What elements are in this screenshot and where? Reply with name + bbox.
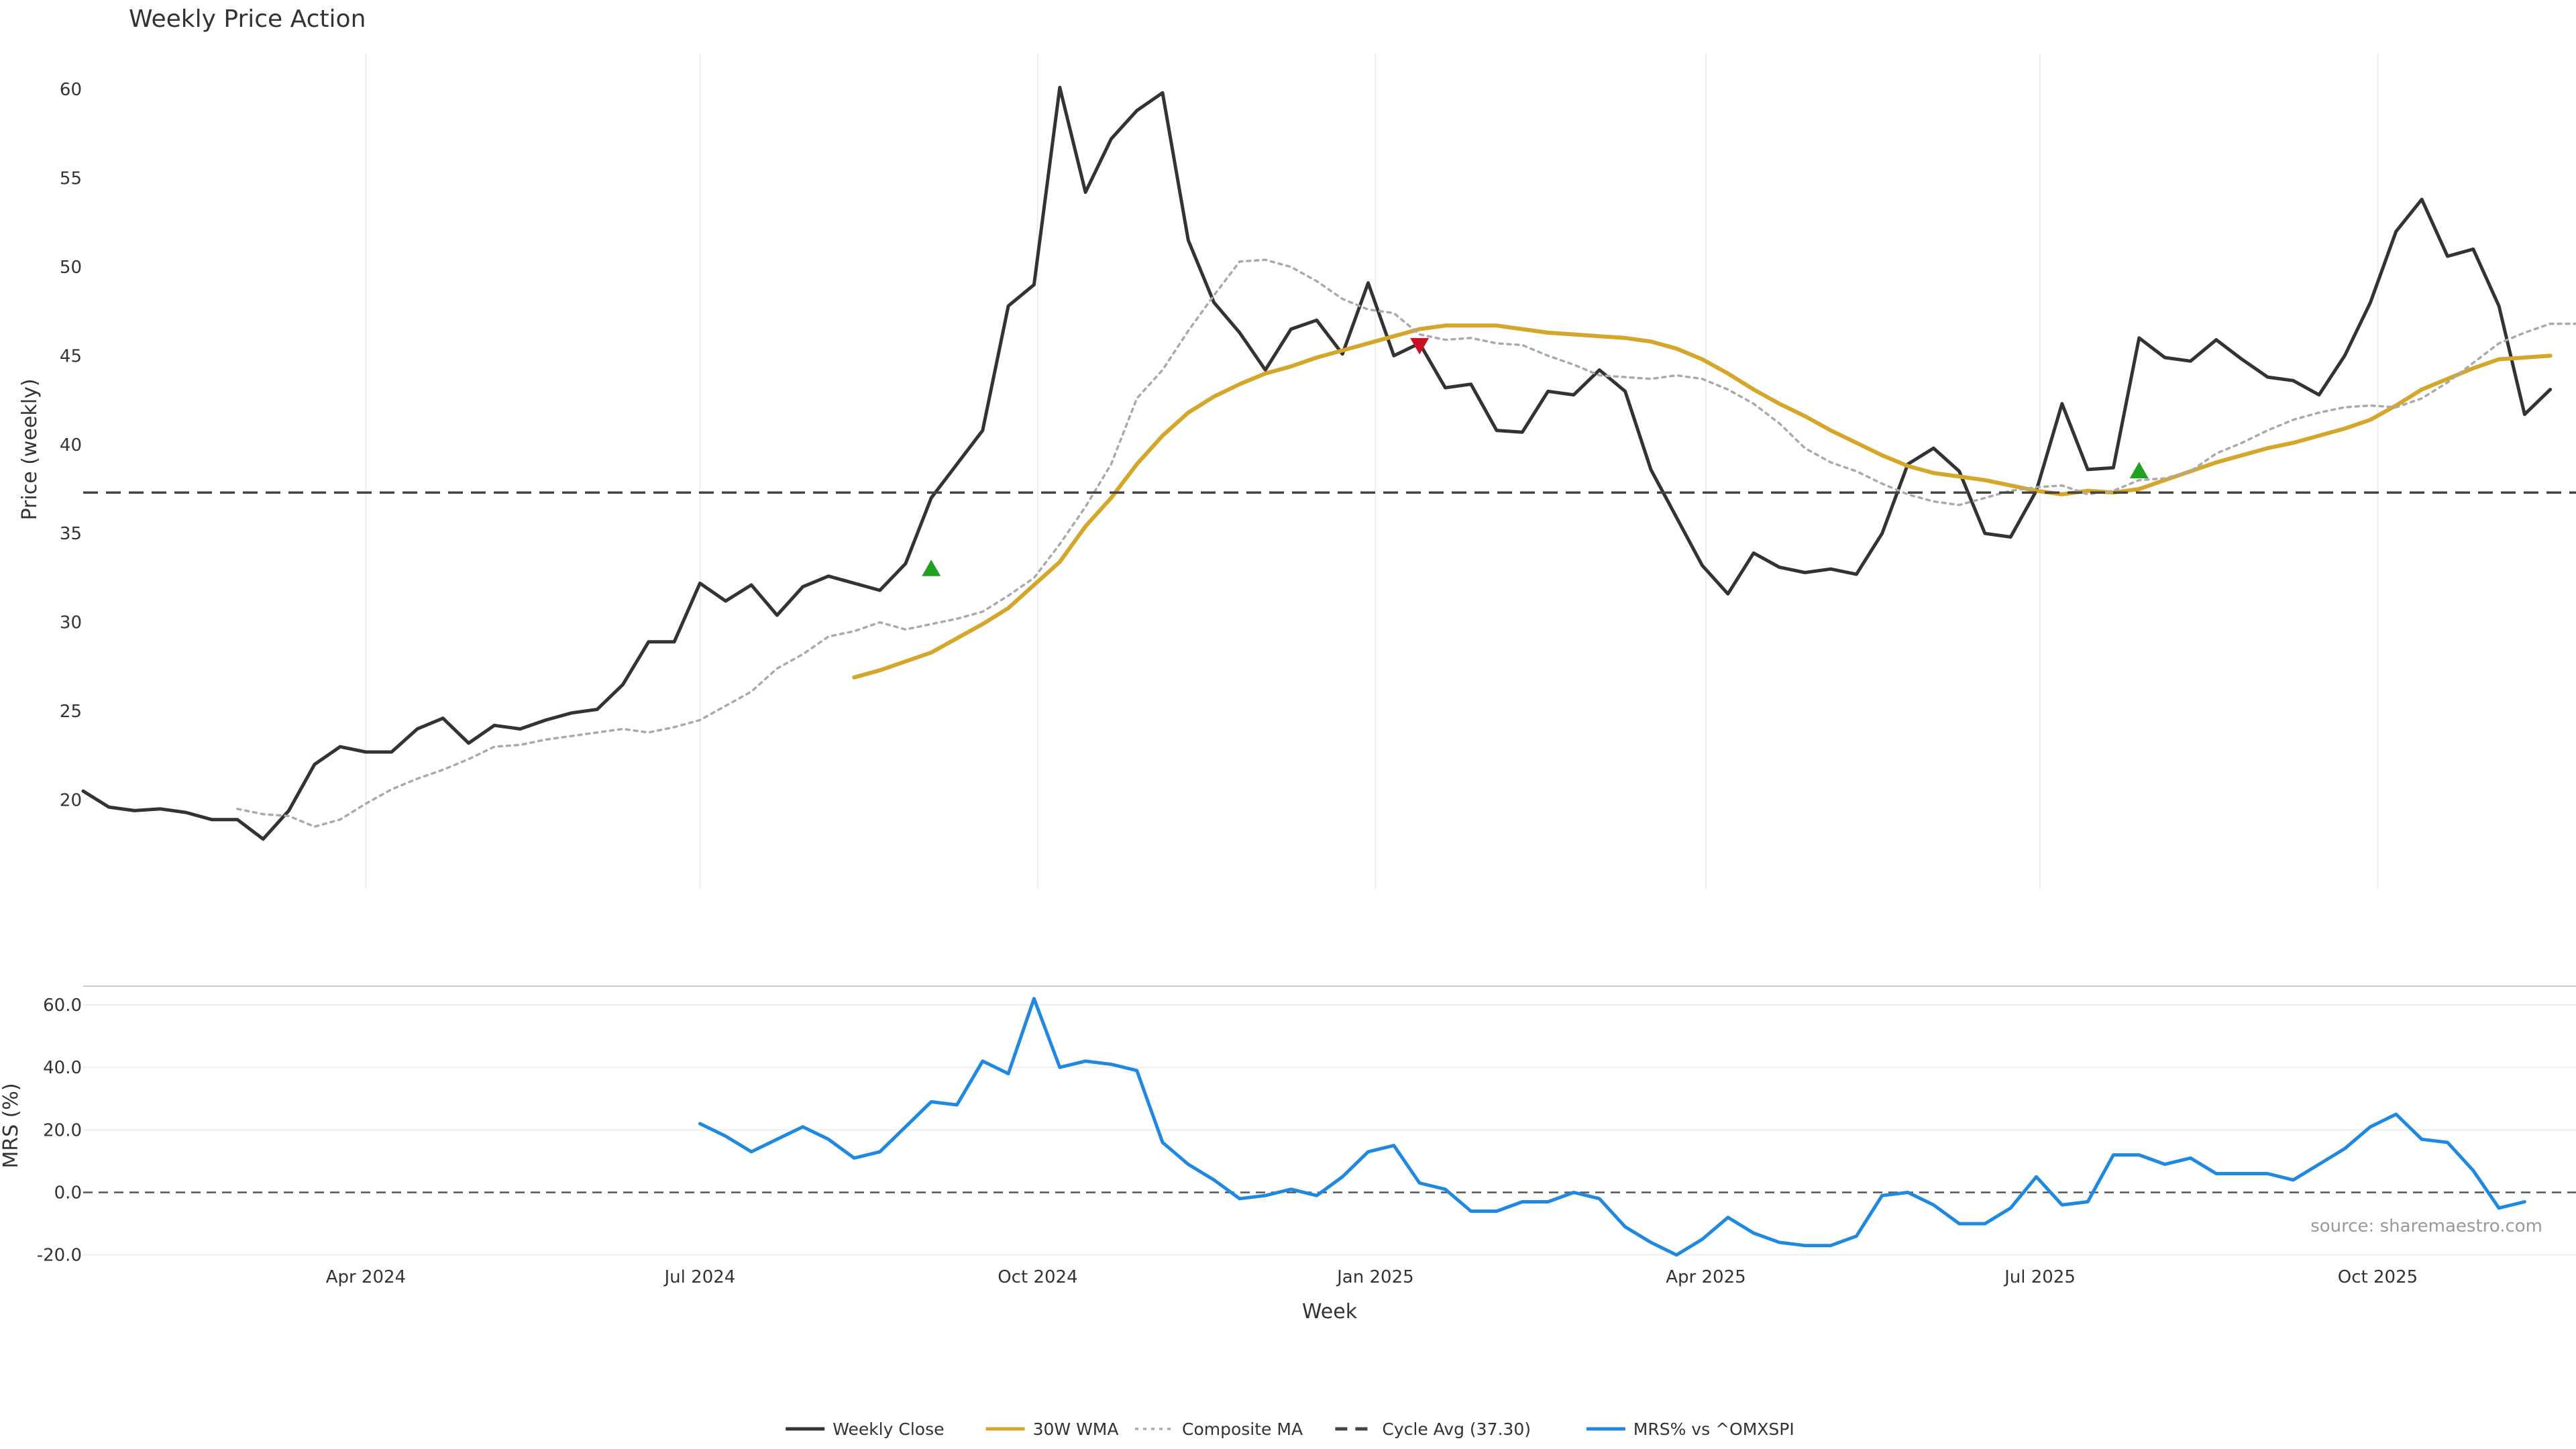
chart-title: Weekly Price Action xyxy=(129,5,366,33)
x-ticks: Apr 2024 Jul 2024 Oct 2024 Jan 2025 Apr 2025… xyxy=(326,1267,2418,1287)
price-series xyxy=(81,85,2576,841)
x-tick-label: Oct 2024 xyxy=(998,1267,1077,1287)
legend-label-mrs-vs-omxspi: MRS% vs ^OMXSPI xyxy=(1633,1419,1794,1439)
x-axis-label: Week xyxy=(1302,1300,1358,1324)
sell-signal-marker xyxy=(1410,337,1430,355)
buy-signal-marker xyxy=(2129,462,2149,478)
mrs-y-tick-label: 40.0 xyxy=(43,1058,82,1078)
mrs-y-tick-label: -20.0 xyxy=(37,1246,82,1266)
series-line-weekly-close xyxy=(81,85,2553,841)
x-tick-label: Jan 2025 xyxy=(1336,1267,1414,1287)
price-y-tick-label: 40 xyxy=(60,435,82,455)
x-tick-label: Jul 2024 xyxy=(663,1267,736,1287)
series-line-30w-wma xyxy=(852,323,2553,680)
x-tick-label: Oct 2025 xyxy=(2338,1267,2418,1287)
price-y-tick-label: 30 xyxy=(60,613,82,633)
x-tick-label: Jul 2025 xyxy=(2003,1267,2076,1287)
mrs-y-tick-label: 20.0 xyxy=(43,1120,82,1140)
legend-label-composite-ma: Composite MA xyxy=(1182,1419,1303,1439)
price-y-tick-label: 35 xyxy=(60,524,82,544)
signal-markers xyxy=(922,337,2149,576)
mrs-series xyxy=(698,997,2526,1257)
mrs-y-tick-label: 0.0 xyxy=(54,1183,82,1203)
price-y-tick-label: 55 xyxy=(60,168,82,189)
source-note: source: sharemaestro.com xyxy=(2310,1216,2542,1236)
legend: Weekly Close 30W WMA Composite MA Cycle Avg… xyxy=(786,1419,1794,1439)
price-y-ticks: 20 25 30 35 40 45 50 55 60 xyxy=(60,80,82,811)
legend-label-cycle-avg-37-30: Cycle Avg (37.30) xyxy=(1382,1419,1531,1439)
series-line-mrs-vs-omxspi xyxy=(698,997,2526,1257)
price-gridlines xyxy=(365,54,2379,889)
buy-signal-marker xyxy=(922,559,941,576)
price-y-tick-label: 25 xyxy=(60,702,82,722)
price-y-tick-label: 45 xyxy=(60,346,82,366)
mrs-gridlines xyxy=(83,1004,2576,1256)
x-tick-label: Apr 2024 xyxy=(326,1267,406,1287)
series-line-composite-ma xyxy=(236,258,2576,828)
price-y-tick-label: 50 xyxy=(60,258,82,278)
legend-label-30w-wma: 30W WMA xyxy=(1033,1419,1119,1439)
price-y-tick-label: 20 xyxy=(60,791,82,811)
x-tick-label: Apr 2025 xyxy=(1666,1267,1746,1287)
legend-label-weekly-close: Weekly Close xyxy=(833,1419,944,1439)
price-y-tick-label: 60 xyxy=(60,80,82,100)
mrs-y-tick-label: 60.0 xyxy=(43,996,82,1016)
mrs-y-ticks: 60.0 40.0 20.0 0.0 -20.0 xyxy=(37,996,82,1266)
price-y-axis-label: Price (weekly) xyxy=(18,378,42,520)
mrs-y-axis-label: MRS (%) xyxy=(0,1083,23,1168)
